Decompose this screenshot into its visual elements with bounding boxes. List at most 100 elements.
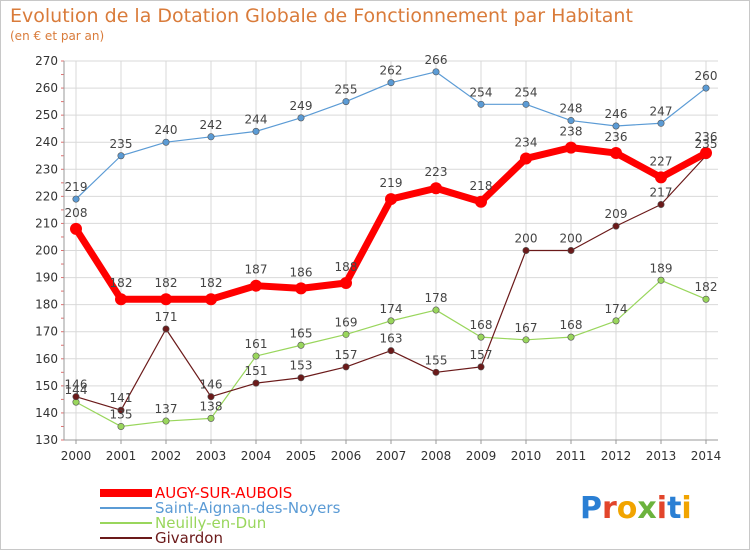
- data-point: [72, 393, 80, 401]
- data-label: 135: [110, 407, 133, 421]
- y-tick-label: 130: [35, 433, 58, 447]
- data-label: 235: [695, 137, 718, 151]
- logo-letter: o: [617, 491, 638, 526]
- data-label: 208: [65, 206, 88, 220]
- data-point: [385, 193, 397, 206]
- data-point: [162, 325, 170, 333]
- data-point: [522, 247, 530, 255]
- data-label: 238: [560, 125, 583, 139]
- data-label: 182: [695, 280, 718, 294]
- data-point: [702, 84, 710, 92]
- data-label: 161: [245, 337, 268, 351]
- x-tick-label: 2003: [196, 449, 227, 463]
- data-label: 157: [335, 348, 358, 362]
- data-point: [252, 127, 260, 135]
- y-tick-label: 220: [35, 189, 58, 203]
- data-label: 182: [200, 276, 223, 290]
- data-point: [117, 406, 125, 414]
- data-label: 234: [515, 135, 538, 149]
- data-label: 178: [425, 291, 448, 305]
- y-tick-label: 270: [35, 54, 58, 68]
- y-tick-label: 250: [35, 108, 58, 122]
- data-point: [387, 347, 395, 355]
- data-point: [612, 317, 620, 325]
- data-point: [612, 122, 620, 130]
- data-point: [387, 317, 395, 325]
- x-tick-label: 2009: [466, 449, 497, 463]
- data-label: 163: [380, 332, 403, 346]
- data-point: [657, 119, 665, 127]
- y-tick-label: 160: [35, 352, 58, 366]
- y-tick-label: 230: [35, 162, 58, 176]
- data-point: [70, 222, 82, 235]
- chart-subtitle: (en € et par an): [10, 29, 104, 43]
- data-point: [72, 195, 80, 203]
- data-label: 188: [335, 260, 358, 274]
- data-label: 137: [155, 402, 178, 416]
- x-tick-label: 2005: [286, 449, 317, 463]
- data-label: 189: [650, 261, 673, 275]
- data-label: 240: [155, 123, 178, 137]
- logo-letter: P: [580, 491, 602, 526]
- data-point: [340, 276, 352, 289]
- data-point: [297, 374, 305, 382]
- data-point: [520, 152, 532, 165]
- data-point: [567, 117, 575, 125]
- data-point: [612, 222, 620, 230]
- data-label: 244: [245, 112, 268, 126]
- data-label: 247: [650, 104, 673, 118]
- series-group: [70, 68, 712, 430]
- data-point: [477, 363, 485, 371]
- data-point: [567, 333, 575, 341]
- data-label: 254: [470, 85, 493, 99]
- y-tick-label: 200: [35, 244, 58, 258]
- data-label: 236: [605, 130, 628, 144]
- legend-label: AUGY-SUR-AUBOIS: [155, 484, 292, 502]
- x-tick-label: 2007: [376, 449, 407, 463]
- data-label: 155: [425, 353, 448, 367]
- x-tick-label: 2010: [511, 449, 542, 463]
- data-point: [477, 333, 485, 341]
- y-tick-label: 180: [35, 298, 58, 312]
- data-point: [477, 100, 485, 108]
- data-label: 168: [470, 318, 493, 332]
- data-point: [162, 138, 170, 146]
- data-label: 153: [290, 359, 313, 373]
- data-label: 138: [200, 399, 223, 413]
- legend-label: Givardon: [155, 529, 223, 547]
- y-tick-label: 140: [35, 406, 58, 420]
- data-label: 209: [605, 207, 628, 221]
- data-point: [297, 114, 305, 122]
- data-point: [252, 379, 260, 387]
- data-label: 174: [380, 302, 403, 316]
- data-label: 182: [110, 276, 133, 290]
- legend-label: Neuilly-en-Dun: [155, 514, 266, 532]
- data-label: 236: [695, 130, 718, 144]
- data-label: 171: [155, 310, 178, 324]
- data-label: 255: [335, 83, 358, 97]
- data-point: [702, 295, 710, 303]
- data-point: [657, 200, 665, 208]
- data-point: [160, 293, 172, 306]
- data-point: [655, 171, 667, 184]
- data-point: [567, 247, 575, 255]
- data-point: [297, 341, 305, 349]
- data-point: [342, 363, 350, 371]
- legend-label: Saint-Aignan-des-Noyers: [155, 499, 341, 517]
- data-point: [565, 141, 577, 154]
- x-tick-label: 2000: [61, 449, 92, 463]
- data-point: [250, 279, 262, 292]
- data-label: 200: [515, 232, 538, 246]
- data-label: 218: [470, 179, 493, 193]
- x-tick-label: 2013: [646, 449, 677, 463]
- proxiti-logo: Proxiti: [580, 491, 692, 526]
- y-tick-label: 210: [35, 216, 58, 230]
- data-point: [657, 276, 665, 284]
- data-label: 260: [695, 69, 718, 83]
- logo-letter: r: [602, 491, 617, 526]
- data-point: [432, 368, 440, 376]
- data-label: 168: [560, 318, 583, 332]
- data-point: [430, 182, 442, 195]
- data-point: [295, 282, 307, 295]
